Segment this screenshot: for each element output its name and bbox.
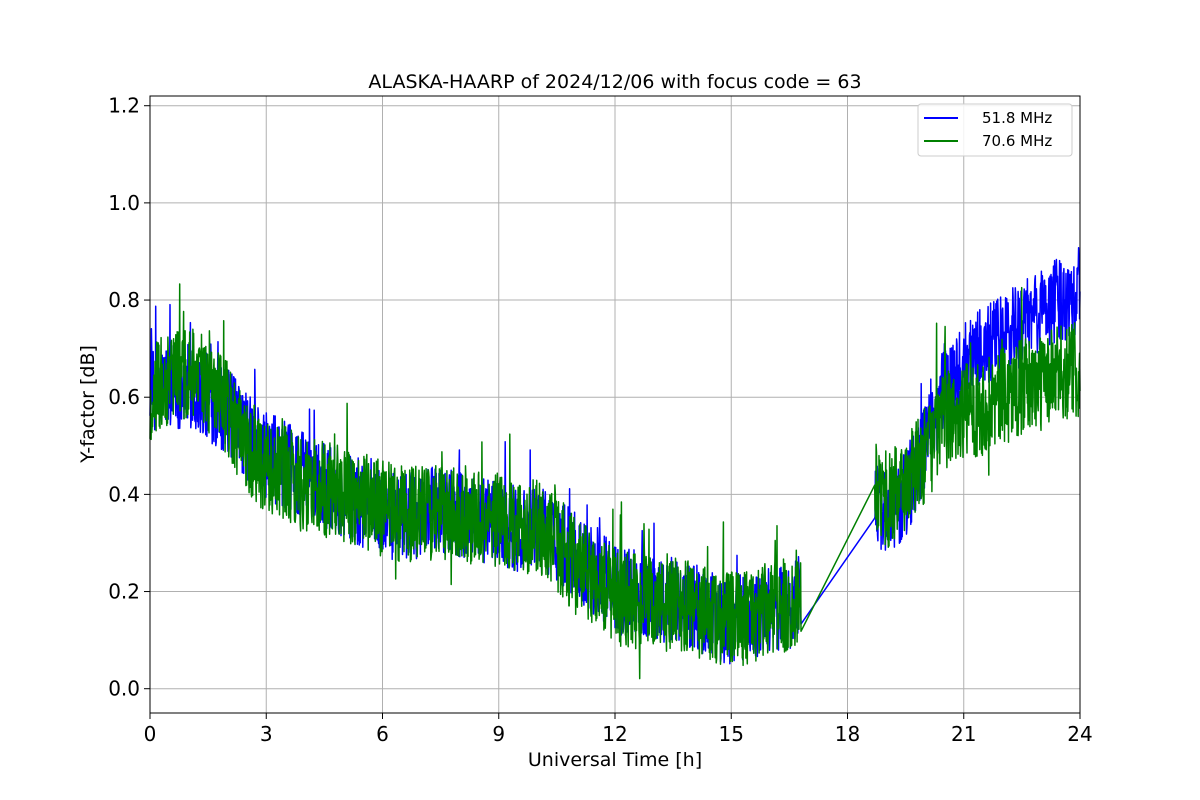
- tick-layer: 0 3 6 9 12 15 18 21 24 0.0 0.2 0.4 0.6 0.8 1.0 1.2: [108, 94, 1093, 746]
- series-line-70-6-mhz: [149, 283, 1081, 680]
- y-tick-label: 0.4: [108, 482, 140, 506]
- x-tick-label: 9: [492, 722, 505, 746]
- y-tick-label: 0.8: [108, 288, 140, 312]
- x-tick-label: 12: [602, 722, 627, 746]
- x-tick-label: 6: [376, 722, 389, 746]
- legend: 51.8 MHz 70.6 MHz: [917, 103, 1073, 157]
- x-tick-label: 15: [719, 722, 744, 746]
- x-axis-label: Universal Time [h]: [528, 749, 702, 771]
- y-tick-label: 0.2: [108, 580, 140, 604]
- series-layer: [149, 247, 1081, 680]
- y-tick-label: 0.0: [108, 677, 140, 701]
- y-axis-label: Y-factor [dB]: [77, 345, 99, 464]
- legend-label-51-8-mhz: 51.8 MHz: [982, 109, 1052, 127]
- x-tick-label: 21: [951, 722, 976, 746]
- y-tick-label: 1.2: [108, 94, 140, 118]
- legend-label-70-6-mhz: 70.6 MHz: [982, 132, 1052, 150]
- x-tick-label: 18: [835, 722, 860, 746]
- y-tick-label: 1.0: [108, 191, 140, 215]
- x-tick-label: 24: [1067, 722, 1092, 746]
- chart-title: ALASKA-HAARP of 2024/12/06 with focus co…: [368, 71, 861, 93]
- y-tick-label: 0.6: [108, 385, 140, 409]
- x-tick-label: 0: [144, 722, 157, 746]
- x-tick-label: 3: [260, 722, 273, 746]
